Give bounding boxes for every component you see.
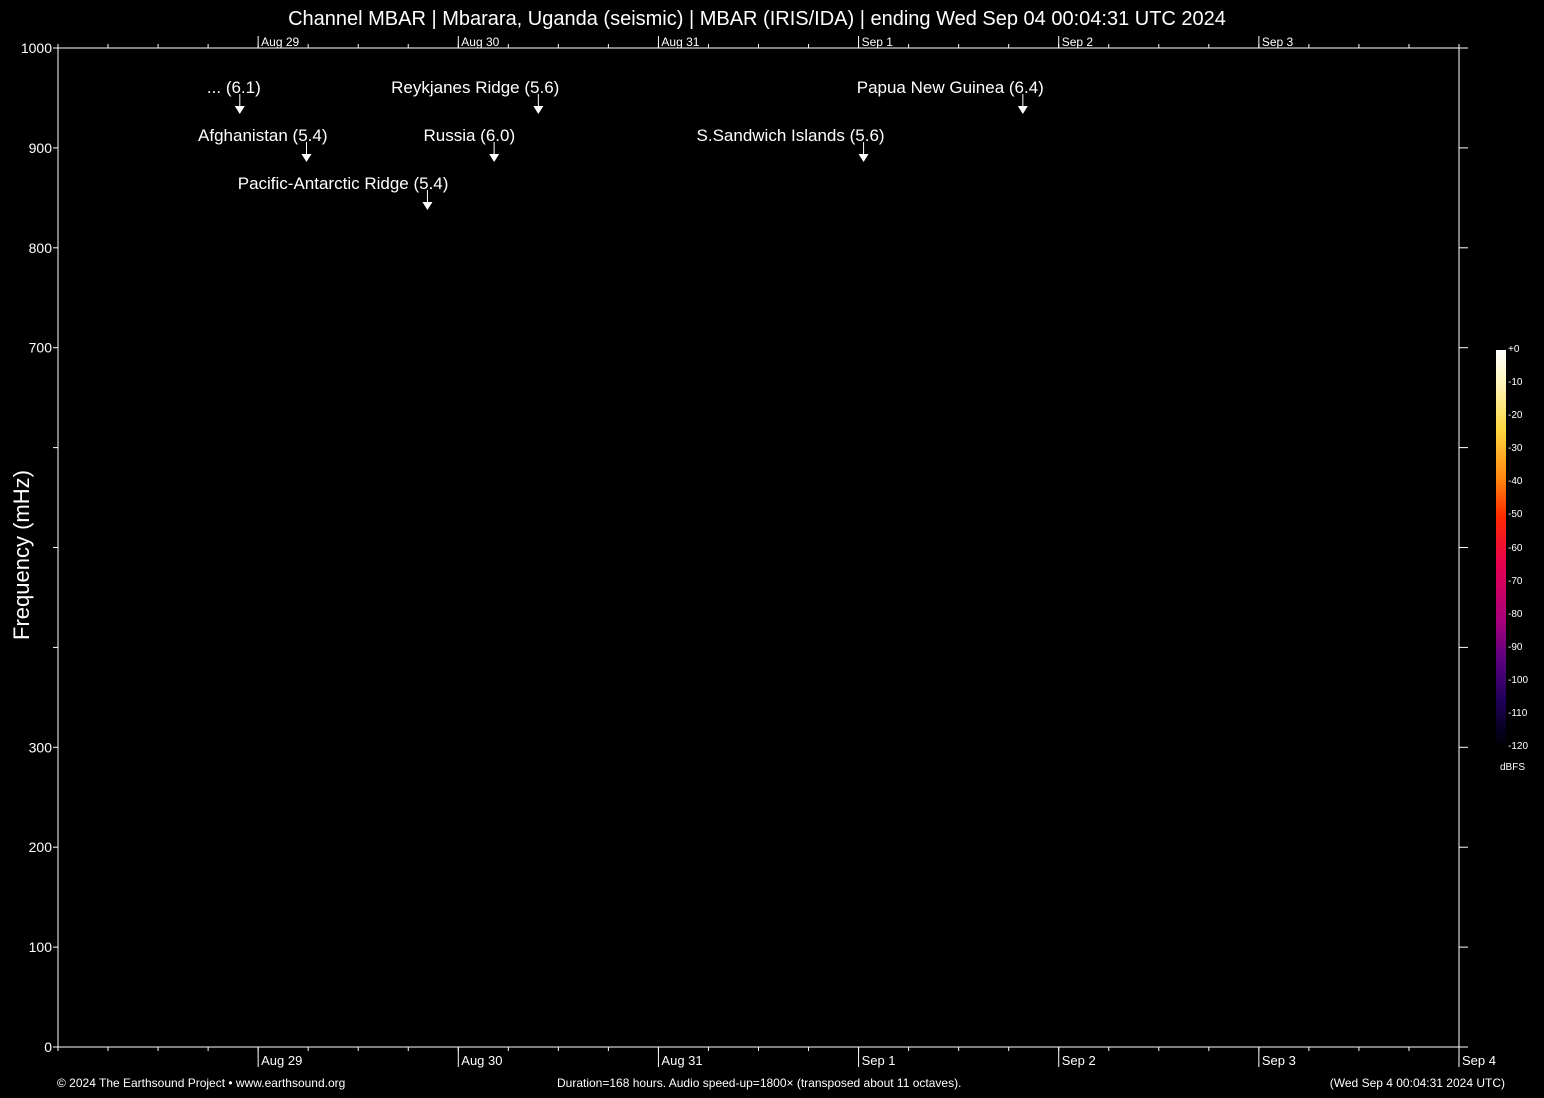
top-day-label: Sep 2 xyxy=(1062,35,1094,49)
y-tick-label: 900 xyxy=(29,140,53,156)
x-day-label: Sep 4 xyxy=(1462,1053,1496,1068)
y-tick-label: 200 xyxy=(29,839,53,855)
colorbar-tick-label: -20 xyxy=(1508,410,1523,422)
top-day-label: Aug 29 xyxy=(261,35,299,49)
y-tick-label: 0 xyxy=(44,1039,52,1055)
colorbar-unit: dBFS xyxy=(1500,762,1526,773)
x-day-label: Aug 31 xyxy=(661,1053,702,1068)
footer-info: Duration=168 hours. Audio speed-up=1800×… xyxy=(557,1076,962,1090)
event-label: Pacific-Antarctic Ridge (5.4) xyxy=(238,174,449,193)
chart-title: Channel MBAR | Mbarara, Uganda (seismic)… xyxy=(288,8,1226,30)
plot-frame xyxy=(57,47,1460,1048)
y-tick-label: 700 xyxy=(29,340,53,356)
event-arrow-head xyxy=(234,106,245,114)
y-tick-label: 100 xyxy=(29,939,53,955)
event-arrow-head xyxy=(422,202,433,210)
event-arrow-head xyxy=(489,154,500,162)
x-day-label: Aug 29 xyxy=(261,1053,302,1068)
top-day-label: Aug 31 xyxy=(661,35,699,49)
footer-copyright: © 2024 The Earthsound Project • www.eart… xyxy=(57,1076,346,1090)
event-arrow-head xyxy=(858,154,869,162)
y-axis-label: Frequency (mHz) xyxy=(9,470,34,640)
top-day-label: Sep 3 xyxy=(1262,35,1294,49)
x-day-label: Sep 1 xyxy=(862,1053,896,1068)
colorbar-tick-label: -100 xyxy=(1508,674,1529,686)
colorbar-tick-label: -80 xyxy=(1508,608,1523,620)
colorbar-tick-label: -120 xyxy=(1508,741,1529,752)
colorbar-tick-label: -10 xyxy=(1508,377,1523,389)
event-arrow-head xyxy=(1017,106,1028,114)
top-day-label: Sep 1 xyxy=(862,35,894,49)
top-day-label: Aug 30 xyxy=(461,35,499,49)
event-label: Russia (6.0) xyxy=(424,126,516,145)
event-arrow-head xyxy=(533,106,544,114)
colorbar xyxy=(1496,350,1506,747)
footer-timestamp: (Wed Sep 4 00:04:31 2024 UTC) xyxy=(1329,1076,1505,1090)
x-day-label: Sep 3 xyxy=(1262,1053,1296,1068)
colorbar-tick-label: -90 xyxy=(1508,641,1523,653)
event-label: Reykjanes Ridge (5.6) xyxy=(391,78,559,97)
colorbar-tick-label: -30 xyxy=(1508,443,1523,455)
colorbar-tick-label: +0 xyxy=(1508,344,1520,355)
colorbar-tick-label: -40 xyxy=(1508,476,1523,488)
x-day-label: Aug 30 xyxy=(461,1053,502,1068)
event-label: Papua New Guinea (6.4) xyxy=(857,78,1044,97)
event-label: ... (6.1) xyxy=(207,78,261,97)
y-tick-label: 800 xyxy=(29,240,53,256)
colorbar-tick-label: -110 xyxy=(1508,707,1528,719)
y-tick-label: 300 xyxy=(29,739,53,755)
colorbar-tick-label: -60 xyxy=(1508,542,1523,554)
x-day-label: Sep 2 xyxy=(1062,1053,1096,1068)
event-label: S.Sandwich Islands (5.6) xyxy=(697,126,885,145)
event-label: Afghanistan (5.4) xyxy=(198,126,327,145)
y-tick-label: 1000 xyxy=(21,40,52,56)
event-arrow-head xyxy=(301,154,312,162)
colorbar-tick-label: -50 xyxy=(1508,509,1523,521)
colorbar-tick-label: -70 xyxy=(1508,575,1523,587)
